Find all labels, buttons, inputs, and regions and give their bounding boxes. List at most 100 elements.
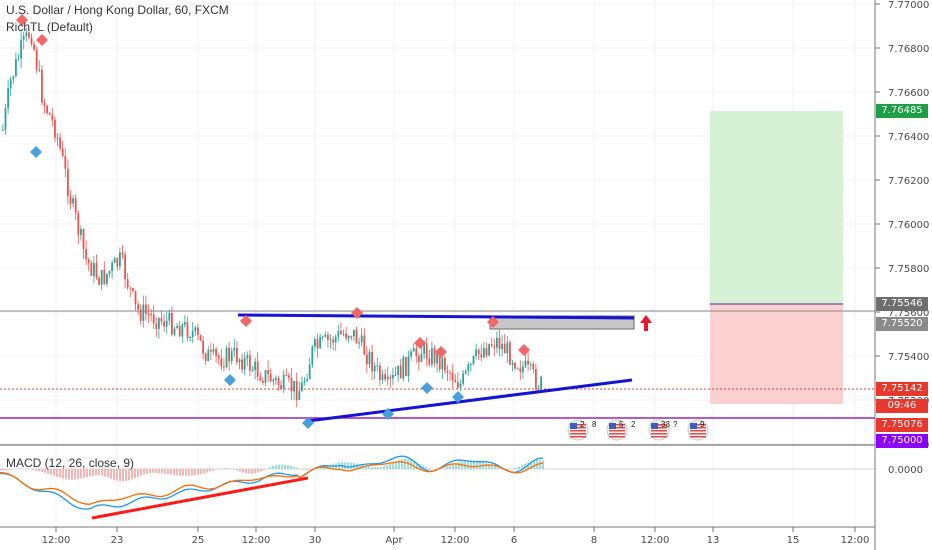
candle-body: [532, 363, 535, 370]
diamond-marker-icon[interactable]: [302, 417, 314, 429]
candle-body: [59, 137, 61, 149]
countdown-badge: 09:46: [876, 399, 928, 413]
candle-body: [103, 269, 106, 284]
candle-body: [194, 327, 197, 331]
candle-body: [496, 337, 498, 348]
candle-body: [236, 347, 238, 363]
candle-body: [431, 348, 433, 365]
upper-trendline[interactable]: [237, 313, 635, 320]
diamond-marker-icon[interactable]: [351, 307, 363, 319]
event-flag[interactable]: 33?: [648, 419, 678, 441]
candle-body: [418, 356, 420, 362]
candle-body: [35, 49, 38, 70]
time-tick-label: 15: [787, 535, 800, 546]
candle-body: [386, 376, 389, 380]
diamond-marker-icon[interactable]: [240, 315, 252, 327]
candle-body: [204, 353, 207, 362]
price-tick-label: 7.75600: [888, 308, 929, 319]
time-tick-label: 12:00: [42, 535, 71, 546]
candle-body: [358, 342, 360, 344]
macd-line: [0, 455, 543, 510]
time-tick-label: 12:00: [641, 535, 670, 546]
candle-body: [199, 335, 202, 341]
candle-body: [100, 269, 103, 285]
stop-zone[interactable]: [710, 304, 843, 404]
economic-events[interactable]: 2 8 5 2 33? 9: [567, 419, 709, 441]
flag-stripe: [651, 430, 667, 432]
candle-body: [472, 355, 475, 364]
macd-divergence-line[interactable]: [91, 476, 309, 520]
candle-body: [350, 336, 353, 338]
candle-body: [470, 363, 472, 365]
candle-body: [184, 322, 186, 325]
diamond-marker-icon[interactable]: [421, 382, 433, 394]
candle-body: [347, 336, 350, 339]
diamond-marker-icon[interactable]: [435, 346, 447, 358]
diamond-marker-icon[interactable]: [224, 374, 236, 386]
candle-body: [345, 333, 347, 339]
diamond-marker-icon[interactable]: [452, 391, 464, 403]
candle-body: [280, 385, 282, 389]
candle-body: [215, 349, 217, 356]
diamond-marker-icon[interactable]: [487, 316, 499, 328]
time-tick-label: Apr: [385, 535, 403, 546]
event-count: 5: [619, 420, 624, 429]
candle-body: [488, 344, 490, 356]
candle-body: [155, 323, 158, 329]
time-axis[interactable]: 12:00 23 25 12:00 30 Apr 12:00 6 8 12:00 13 15 12:00: [42, 527, 870, 546]
candle-body: [111, 262, 113, 272]
candle-body: [4, 108, 7, 130]
candle-body: [298, 391, 301, 400]
time-tick-label: 23: [111, 535, 124, 546]
candle-body: [197, 327, 199, 336]
diamond-marker-icon[interactable]: [518, 344, 530, 356]
candle-body: [43, 102, 46, 106]
diamond-marker-icon[interactable]: [36, 34, 48, 46]
candle-body: [449, 372, 451, 374]
price-tick-label: 7.76800: [888, 44, 929, 55]
candle-body: [454, 380, 457, 383]
lower-trendline[interactable]: [307, 378, 633, 423]
candle-body: [485, 348, 488, 356]
diamond-marker-icon[interactable]: [30, 146, 42, 158]
candle-body: [67, 168, 69, 197]
candle-body: [54, 119, 56, 138]
flag-canton: [570, 423, 577, 429]
macd-legend[interactable]: MACD (12, 26, close, 9): [6, 456, 135, 470]
candle-body: [145, 304, 147, 314]
diamond-marker-icon[interactable]: [382, 408, 394, 420]
flag-stripe: [570, 436, 586, 438]
flag-stripe: [690, 436, 706, 438]
candle-body: [20, 39, 22, 59]
candle-body: [436, 352, 438, 364]
price-tick-label: 7.76200: [888, 176, 929, 187]
candle-body: [33, 44, 35, 50]
candle-body: [132, 288, 134, 291]
candle-body: [477, 349, 480, 355]
candle-body: [327, 334, 329, 340]
diamond-marker-icon[interactable]: [414, 337, 426, 349]
candle-body: [433, 348, 436, 364]
indicator-label[interactable]: RichTL (Default): [6, 20, 93, 34]
arrow-up-icon[interactable]: [640, 315, 652, 331]
event-count-2: 2: [631, 420, 636, 429]
candle-body: [353, 329, 355, 337]
candle-body: [412, 348, 415, 352]
candle-body: [259, 376, 262, 381]
candle-body: [451, 372, 454, 381]
flag-stripe: [609, 430, 625, 432]
time-tick-label: 8: [591, 535, 597, 546]
symbol-title[interactable]: U.S. Dollar / Hong Kong Dollar, 60, FXCM: [6, 3, 229, 17]
time-tick-label: 12:00: [841, 535, 870, 546]
target-zone[interactable]: [710, 111, 843, 304]
price-tick-label: 7.76000: [888, 220, 929, 231]
candle-body: [152, 314, 155, 324]
candle-body: [379, 365, 381, 380]
candle-body: [402, 356, 405, 379]
diamond-marker-icon[interactable]: [16, 14, 28, 26]
flag-stripe: [609, 424, 625, 426]
event-flag[interactable]: 9: [687, 419, 709, 441]
